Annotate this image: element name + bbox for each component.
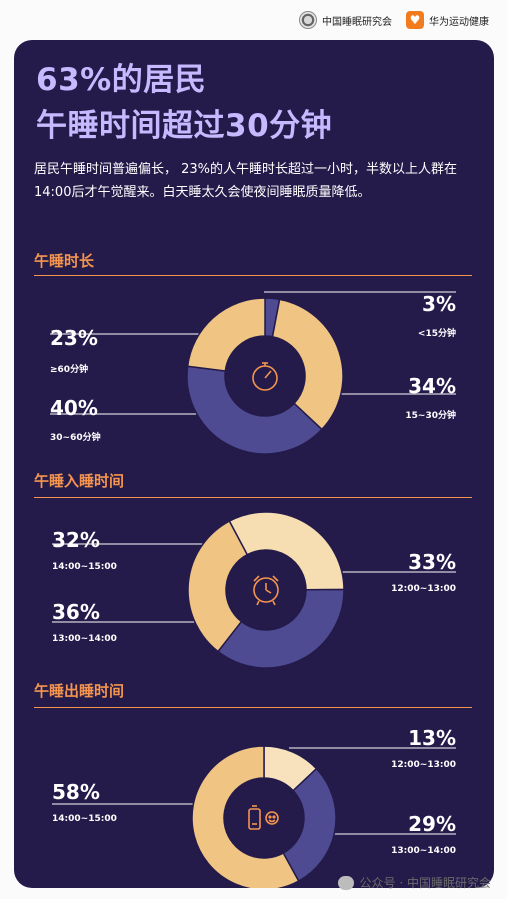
brand-sleep-research: 中国睡眠研究会 [299,11,392,29]
pct-label: 58% [52,780,100,804]
category-label: 30~60分钟 [50,433,101,443]
category-label: 12:00~13:00 [391,584,456,594]
category-label: 13:00~14:00 [52,634,117,644]
section-title-nap-end: 午睡出睡时间 [34,682,125,700]
donut-slice [191,745,300,888]
donut-slice [186,365,323,455]
category-label: <15分钟 [417,329,456,339]
stopwatch-icon [252,362,278,391]
donut-hole [226,337,304,415]
category-label: 15~30分钟 [405,411,456,421]
section-title-nap-duration: 午睡时长 [34,252,95,270]
donut-chart-nap-duration: 3% <15分钟 34% 15~30分钟 23% ≥60分钟 40% 30~60… [14,290,494,470]
top-bar: 中国睡眠研究会 ♥ 华为运动健康 [0,0,507,40]
category-label: 14:00~15:00 [52,562,117,572]
pct-label: 36% [52,600,100,624]
headline-line-2: 午睡时间超过30分钟 [36,108,333,144]
donut-slice [282,767,337,883]
sleep-research-logo-icon [299,11,317,29]
brand-huawei-health: ♥ 华为运动健康 [406,11,489,29]
pct-label: 23% [50,326,98,350]
wechat-icon [337,875,354,890]
watermark-text: 公众号 · 中国睡眠研究会 [359,876,491,890]
donut-slice [186,297,266,372]
headline-line-1: 63%的居民 [36,62,207,98]
infographic-card: 63%的居民 午睡时间超过30分钟 居民午睡时间普遍偏长， 23%的人午睡时长超… [14,40,494,888]
intro-text: 居民午睡时间普遍偏长， 23%的人午睡时长超过一小时，半数以上人群在14:00后… [34,162,458,200]
category-label: ≥60分钟 [50,365,89,375]
category-label: 12:00~13:00 [391,760,456,770]
alarm-clock-icon [253,575,279,606]
donut-hole [225,779,303,857]
pct-label: 32% [52,528,100,552]
pct-label: 3% [422,292,456,316]
donut-slice [187,520,249,653]
section-title-nap-start: 午睡入睡时间 [34,472,125,490]
org-name-huawei-health: 华为运动健康 [429,16,489,28]
battery-icon [248,805,279,830]
org-name-sleep-research: 中国睡眠研究会 [322,16,392,28]
pct-label: 29% [408,812,456,836]
section-divider [34,707,472,708]
section-divider [34,275,472,276]
pct-label: 40% [50,396,98,420]
donut-slice [228,511,345,591]
donut-chart-nap-end: 13% 12:00~13:00 29% 13:00~14:00 58% 14:0… [14,720,494,888]
section-divider [34,497,472,498]
donut-chart-nap-start: 32% 14:00~15:00 36% 13:00~14:00 33% 12:0… [14,510,494,690]
pct-label: 13% [408,726,456,750]
pct-label: 34% [408,374,456,398]
huawei-health-logo-icon: ♥ [406,11,424,29]
category-label: 13:00~14:00 [391,846,456,856]
watermark: 公众号 · 中国睡眠研究会 [337,874,491,891]
pct-label: 33% [408,550,456,574]
donut-slice [271,298,344,431]
category-label: 14:00~15:00 [52,814,117,824]
donut-slice [216,588,345,669]
